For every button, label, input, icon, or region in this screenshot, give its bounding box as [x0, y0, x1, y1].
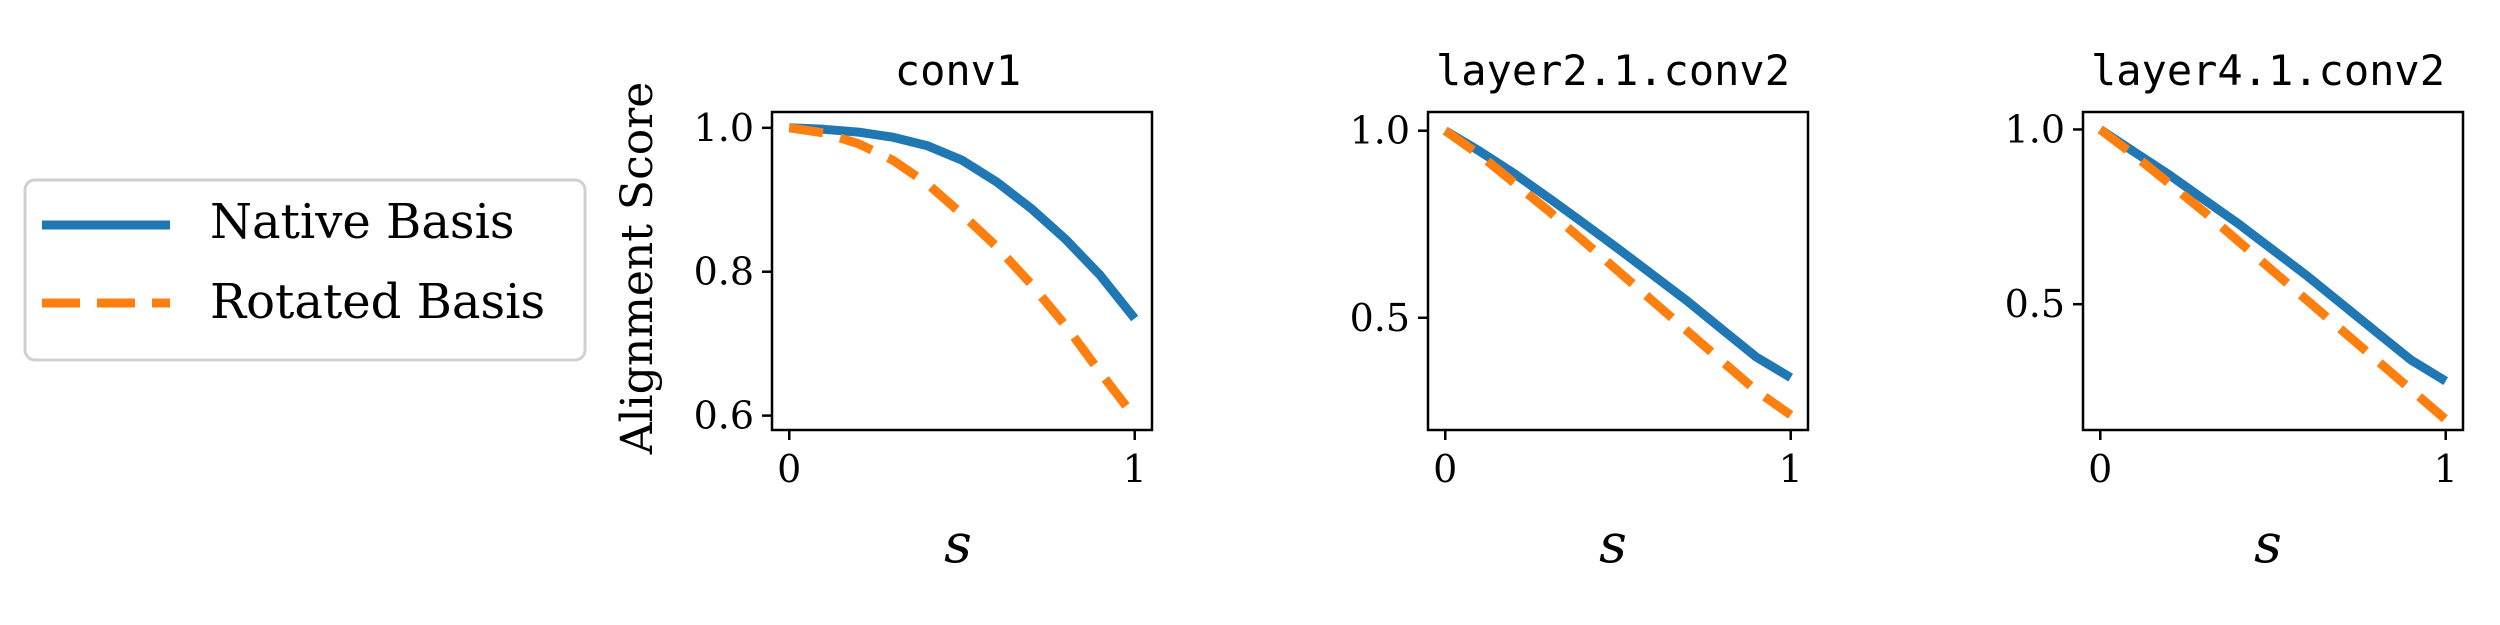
x-axis-label: s [2254, 512, 2282, 575]
rotated-basis-line [1442, 127, 1794, 419]
plot-area: 0 1 0.5 1.0 [2005, 107, 2465, 491]
rotated-basis-line [2097, 125, 2449, 423]
x-axis-label: s [944, 512, 972, 575]
axes-frame [2081, 110, 2465, 432]
y-tick-label: 0.8 [694, 250, 754, 294]
x-axis-label: s [1599, 512, 1627, 575]
x-tick-label: 0 [777, 447, 801, 491]
panel-layer2-1-conv2: layer2.1.conv2 0 1 0.5 1.0 s [1350, 46, 1810, 575]
panel-layer4-1-conv2: layer4.1.conv2 0 1 0.5 1.0 s [2005, 46, 2465, 575]
y-tick-label: 0.5 [1350, 296, 1410, 340]
y-tick-label: 0.5 [2005, 282, 2065, 326]
native-basis-line [1442, 126, 1794, 382]
plot-area: 0 1 0.5 1.0 [1350, 109, 1810, 491]
native-basis-line [2097, 125, 2449, 385]
panel-title: conv1 [895, 46, 1021, 95]
legend-rotated-label: Rotated Basis [210, 274, 545, 330]
panel-title: layer2.1.conv2 [1436, 46, 1790, 95]
y-tick-label: 0.6 [694, 394, 754, 438]
x-tick-label: 0 [2088, 447, 2112, 491]
legend-native-label: Native Basis [210, 194, 515, 250]
rotated-basis-line [788, 123, 1139, 420]
panel-conv1: conv1 Alignment Score 0 1 0.6 0.8 1.0 s [612, 46, 1154, 575]
panel-title: layer4.1.conv2 [2091, 46, 2445, 95]
x-tick-label: 1 [2434, 447, 2458, 491]
y-tick-label: 1.0 [1350, 109, 1410, 153]
y-tick-label: 1.0 [694, 106, 754, 150]
x-tick-label: 1 [1123, 447, 1147, 491]
axes-frame [1426, 110, 1810, 432]
native-basis-line [789, 123, 1139, 322]
x-tick-label: 1 [1779, 447, 1803, 491]
y-tick-label: 1.0 [2005, 107, 2065, 151]
plot-area: 0 1 0.6 0.8 1.0 [694, 106, 1154, 491]
x-tick-label: 0 [1433, 447, 1457, 491]
legend: Native Basis Rotated Basis [23, 178, 587, 362]
y-axis-label: Alignment Score [612, 82, 663, 456]
